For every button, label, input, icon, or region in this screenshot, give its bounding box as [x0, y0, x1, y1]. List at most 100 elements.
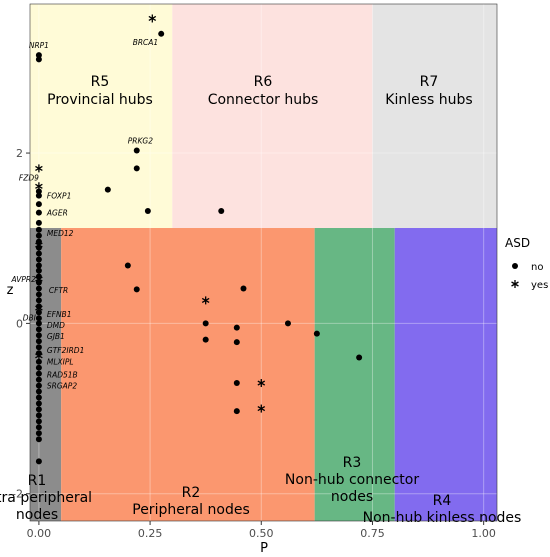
data-point-no	[133, 147, 140, 154]
gene-label: PRKG2	[128, 136, 153, 145]
data-point-no	[35, 250, 42, 257]
data-point-no	[218, 207, 225, 214]
data-point-no	[313, 330, 320, 337]
region-label-r7: Kinless hubs	[385, 92, 472, 108]
data-point-yes	[35, 304, 43, 313]
data-point-no	[35, 226, 42, 233]
data-point-no	[35, 376, 42, 383]
region-r1	[30, 228, 62, 521]
region-label-r1: R1	[28, 473, 47, 489]
data-point-no	[35, 56, 42, 63]
plot-border	[29, 3, 498, 522]
data-point-no	[35, 370, 42, 377]
y-tick-label: -2	[12, 488, 23, 501]
data-point-no	[35, 430, 42, 437]
data-point-no	[35, 418, 42, 425]
data-point-yes	[257, 404, 266, 413]
region-label-r3: nodes	[331, 489, 373, 505]
data-point-yes	[35, 182, 43, 191]
data-point-no	[35, 364, 42, 371]
data-point-no	[233, 408, 240, 415]
gene-label: SRGAP2	[47, 382, 77, 391]
gene-label: NRP1	[29, 41, 49, 50]
data-point-no	[35, 315, 42, 322]
data-point-no	[284, 320, 291, 327]
data-point-no	[133, 165, 140, 172]
data-point-no	[133, 286, 140, 293]
region-label-r5: Provincial hubs	[47, 92, 153, 108]
data-point-no	[35, 382, 42, 389]
region-r5	[30, 4, 173, 229]
data-point-no	[233, 339, 240, 346]
y-axis-title: z	[7, 283, 14, 298]
data-point-no	[35, 297, 42, 304]
region-label-r4: R4	[433, 493, 452, 509]
gene-label: CFTR	[49, 286, 68, 295]
data-point-no	[35, 267, 42, 274]
legend-label-yes: yes	[531, 280, 548, 291]
gene-label: GTF2IRD1	[47, 346, 84, 355]
data-point-no	[35, 309, 42, 316]
gene-label: FOXP1	[47, 192, 71, 201]
region-label-r1: nodes	[16, 507, 58, 523]
regions-layer	[30, 4, 497, 521]
data-point-yes	[257, 379, 266, 388]
data-point-yes	[35, 241, 43, 250]
legend-marker-yes	[511, 280, 519, 288]
data-point-no	[35, 201, 42, 208]
gene-label: EFNB1	[47, 310, 72, 319]
data-point-no	[35, 52, 42, 59]
legend: ASD no yes	[505, 236, 548, 291]
data-point-no	[35, 332, 42, 339]
data-point-no	[202, 336, 209, 343]
data-point-no	[35, 262, 42, 269]
gene-label: RAD51B	[47, 371, 78, 380]
data-point-no	[124, 262, 131, 269]
gene-label: MED12	[47, 229, 74, 238]
data-point-no	[35, 320, 42, 327]
region-r2	[61, 228, 315, 521]
data-point-yes	[148, 14, 157, 23]
region-label-r2: R2	[182, 485, 201, 501]
data-point-no	[35, 188, 42, 195]
data-point-no	[104, 186, 111, 193]
x-axis-title: P	[260, 541, 268, 556]
region-label-r6: Connector hubs	[208, 92, 319, 108]
region-r6	[172, 4, 373, 229]
data-point-no	[158, 30, 165, 37]
data-point-no	[35, 424, 42, 431]
gene-label: FZD9	[19, 173, 39, 182]
data-point-no	[233, 380, 240, 387]
gene-label: MLXIPL	[47, 358, 74, 367]
y-tick-label: 2	[16, 147, 23, 160]
y-tick-label: 0	[16, 317, 23, 330]
data-point-no	[35, 285, 42, 292]
region-label-r5: R5	[91, 74, 110, 90]
data-point-no	[233, 324, 240, 331]
data-point-no	[240, 285, 247, 292]
region-label-r2: Peripheral nodes	[132, 502, 249, 518]
data-point-yes	[201, 296, 210, 305]
data-point-no	[35, 344, 42, 351]
data-point-no	[35, 192, 42, 199]
region-label-r7: R7	[420, 74, 439, 90]
region-label-r6: R6	[254, 74, 273, 90]
points-layer	[35, 14, 363, 465]
legend-title: ASD	[505, 236, 530, 250]
axes-layer: 0.00 0.25 0.50 0.75 1.00 -2 0 2	[12, 3, 498, 540]
data-point-no	[35, 406, 42, 413]
region-label-r4: Non-hub kinless nodes	[363, 510, 522, 526]
region-label-r1: Ultra peripheral	[0, 490, 92, 506]
data-point-no	[356, 354, 363, 361]
x-tick-label: 0.00	[27, 527, 52, 540]
x-tick-label: 0.75	[360, 527, 385, 540]
region-label-r3: Non-hub connector	[285, 472, 419, 488]
data-point-no	[35, 209, 42, 216]
gene-label: AVPR2	[10, 275, 36, 284]
data-point-yes	[35, 275, 43, 284]
region-label-r3: R3	[343, 455, 362, 471]
data-point-no	[144, 207, 151, 214]
region-r4	[394, 228, 497, 521]
x-tick-label: 1.00	[471, 527, 496, 540]
